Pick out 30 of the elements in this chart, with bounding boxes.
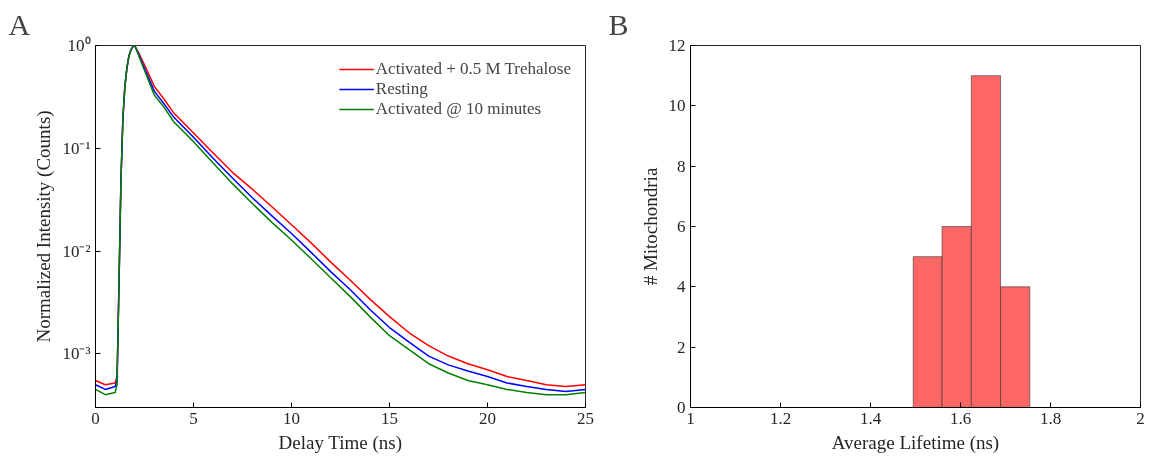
y-tick-label: 12 bbox=[668, 36, 686, 55]
y-tick-label: 10 bbox=[668, 96, 686, 116]
y-tick-label: 10⁻² bbox=[62, 241, 91, 261]
x-tick-label: 15 bbox=[381, 408, 398, 428]
legend-label: Activated + 0.5 M Trehalose bbox=[375, 59, 571, 79]
y-tick-label: 10⁻¹ bbox=[62, 138, 91, 158]
legend-label: Resting bbox=[375, 79, 428, 99]
y-tick-label: 8 bbox=[677, 156, 686, 176]
chart-title: A bbox=[8, 7, 31, 41]
x-tick-label: 20 bbox=[479, 408, 496, 428]
y-axis-title: Normalized Intensity (Counts) bbox=[33, 110, 56, 343]
x-tick-label: 1.6 bbox=[949, 408, 972, 428]
x-tick-label: 1.8 bbox=[1039, 408, 1062, 428]
y-tick-label: 10⁻³ bbox=[62, 344, 91, 364]
chart-title: B bbox=[608, 7, 629, 41]
x-tick-label: 1.2 bbox=[769, 408, 792, 428]
y-tick-label: 10⁰ bbox=[67, 36, 91, 55]
x-axis-title: Delay Time (ns) bbox=[278, 431, 403, 454]
x-tick-label: 10 bbox=[283, 408, 300, 428]
x-tick-label: 5 bbox=[189, 408, 198, 428]
x-tick-label: 1.4 bbox=[859, 408, 882, 428]
x-tick-label: 1 bbox=[686, 408, 695, 428]
y-tick-label: 4 bbox=[677, 277, 686, 297]
x-tick-label: 2 bbox=[1136, 408, 1145, 428]
y-axis-title: # Mitochondria bbox=[639, 167, 661, 286]
legend-label: Activated @ 10 minutes bbox=[375, 99, 542, 119]
x-tick-label: 25 bbox=[577, 408, 594, 428]
y-tick-label: 2 bbox=[677, 337, 686, 357]
y-tick-label: 6 bbox=[677, 217, 686, 236]
x-axis-title: Average Lifetime (ns) bbox=[831, 431, 1000, 454]
